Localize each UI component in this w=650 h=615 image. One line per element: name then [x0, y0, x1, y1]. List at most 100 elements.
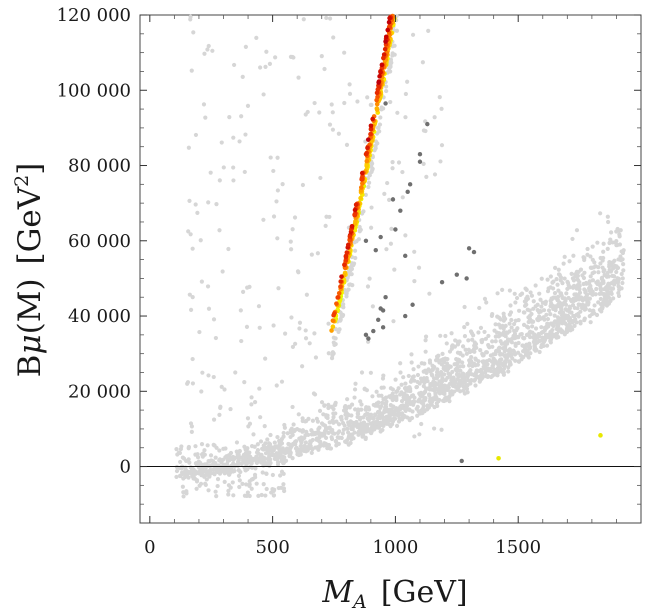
- gray-point: [188, 307, 194, 312]
- gray-point: [352, 395, 357, 400]
- gray-point: [399, 403, 404, 409]
- y-tick-label: 80 000: [68, 156, 131, 177]
- gray-point: [231, 178, 236, 183]
- gray-point: [462, 334, 468, 339]
- gray-point: [330, 430, 335, 435]
- gray-point: [358, 227, 363, 233]
- gray-point: [326, 351, 331, 356]
- gray-point: [516, 350, 521, 355]
- gray-point: [461, 388, 466, 393]
- colored-point: [343, 253, 349, 259]
- gray-point: [354, 419, 359, 425]
- gray-point: [339, 435, 344, 441]
- gray-point: [412, 249, 417, 254]
- gray-point: [546, 335, 551, 340]
- gray-point: [271, 448, 276, 453]
- gray-point: [241, 289, 246, 294]
- gray-point: [439, 106, 444, 111]
- gray-point: [467, 349, 473, 355]
- gray-point: [344, 291, 349, 296]
- gray-point: [552, 313, 557, 318]
- dark-point: [471, 249, 477, 255]
- gray-point: [443, 377, 448, 383]
- dark-point: [410, 302, 415, 307]
- gray-point: [567, 321, 572, 327]
- gray-point: [347, 404, 352, 409]
- gray-point: [596, 270, 601, 275]
- gray-point: [296, 75, 301, 80]
- gray-point: [201, 102, 207, 107]
- colored-point: [379, 62, 385, 68]
- gray-point: [246, 424, 251, 429]
- gray-point: [577, 302, 582, 307]
- gray-point: [543, 335, 548, 340]
- gray-point: [466, 378, 471, 383]
- gray-point: [186, 475, 191, 480]
- gray-point: [243, 132, 248, 137]
- gray-point: [258, 415, 263, 420]
- gray-point: [419, 376, 424, 382]
- gray-point: [209, 458, 214, 463]
- gray-point: [598, 255, 603, 261]
- gray-point: [179, 466, 184, 471]
- gray-point: [232, 468, 237, 474]
- gray-point: [539, 276, 544, 281]
- gray-point: [537, 338, 542, 344]
- gray-point: [199, 279, 204, 284]
- gray-point: [279, 379, 285, 384]
- gray-point: [295, 269, 301, 274]
- gray-point: [260, 470, 265, 475]
- gray-point: [238, 469, 243, 475]
- gray-point: [368, 421, 373, 426]
- gray-point: [427, 291, 432, 296]
- gray-point: [367, 276, 372, 281]
- gray-point: [198, 238, 203, 243]
- gray-point: [263, 446, 268, 452]
- colored-point: [359, 170, 365, 176]
- gray-point: [301, 17, 306, 22]
- gray-point: [389, 226, 394, 231]
- gray-point: [185, 380, 191, 385]
- gray-point: [555, 282, 560, 287]
- gray-point: [545, 343, 550, 348]
- gray-point: [551, 320, 557, 325]
- gray-point: [278, 473, 283, 478]
- gray-point: [352, 423, 357, 428]
- gray-point: [260, 446, 265, 451]
- gray-point: [484, 350, 489, 355]
- gray-point: [230, 480, 235, 485]
- gray-point: [598, 296, 603, 302]
- gray-point: [508, 310, 514, 315]
- gray-point: [384, 409, 389, 414]
- gray-point: [190, 356, 195, 362]
- gray-point: [217, 448, 222, 453]
- gray-point: [538, 297, 543, 302]
- gray-point: [373, 139, 378, 144]
- gray-point: [521, 335, 526, 340]
- gray-point: [376, 125, 381, 130]
- gray-point: [403, 381, 408, 386]
- gray-point: [617, 232, 622, 237]
- gray-point: [316, 438, 322, 444]
- gray-point: [473, 383, 478, 388]
- gray-point: [431, 376, 437, 381]
- gray-point: [188, 421, 194, 426]
- gray-point: [443, 357, 448, 362]
- gray-point: [304, 429, 309, 434]
- gray-point: [514, 328, 519, 333]
- gray-point: [403, 233, 408, 238]
- gray-point: [462, 325, 467, 330]
- gray-point: [426, 28, 431, 33]
- gray-point: [392, 267, 397, 272]
- gray-point: [249, 486, 254, 491]
- gray-point: [304, 418, 309, 424]
- gray-point: [565, 280, 571, 286]
- dark-point: [366, 336, 371, 341]
- gray-point: [330, 110, 335, 115]
- gray-point: [384, 88, 389, 94]
- gray-point: [414, 384, 420, 390]
- gray-point: [406, 373, 411, 379]
- gray-point: [293, 442, 298, 447]
- gray-point: [236, 473, 242, 478]
- gray-point: [391, 404, 396, 409]
